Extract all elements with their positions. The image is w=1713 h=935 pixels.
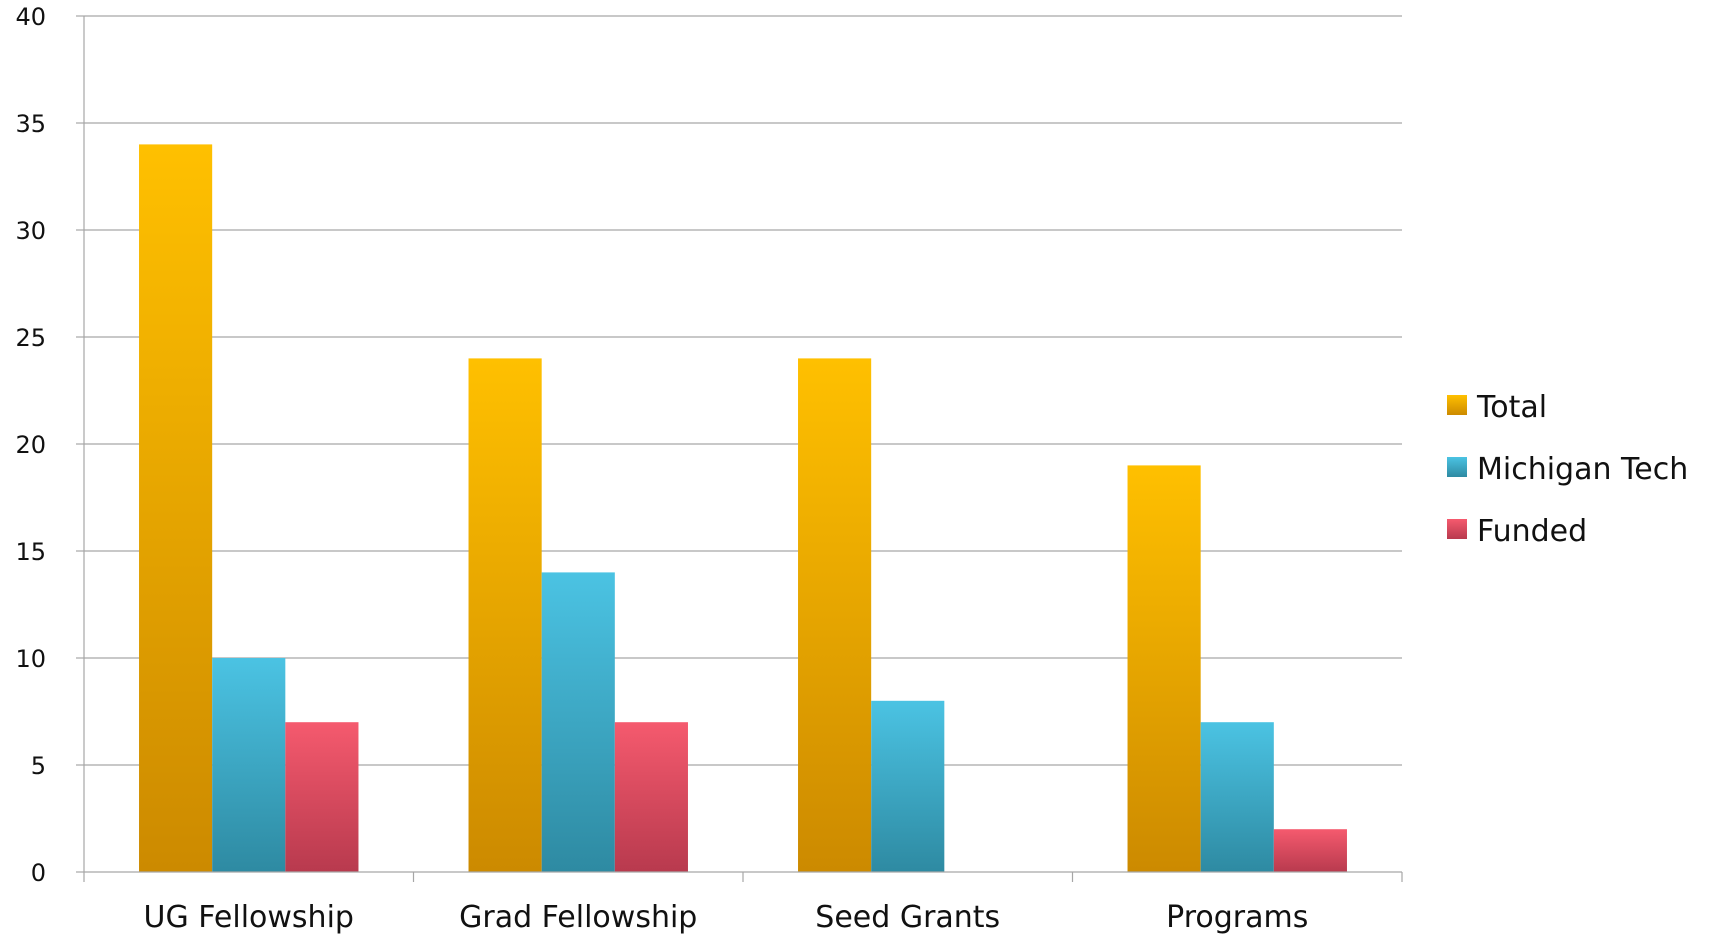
bar xyxy=(285,722,359,872)
y-tick-label: 0 xyxy=(31,859,46,887)
bar xyxy=(468,358,542,872)
legend: Total Michigan Tech Funded xyxy=(1447,390,1688,549)
y-tick-label: 5 xyxy=(31,752,46,780)
y-tick-label: 15 xyxy=(15,538,46,566)
legend-label: Michigan Tech xyxy=(1477,452,1688,487)
x-category-label: UG Fellowship xyxy=(144,900,354,935)
x-category-label: Grad Fellowship xyxy=(459,900,697,935)
legend-swatch xyxy=(1447,395,1467,415)
bar xyxy=(798,358,872,872)
y-axis-ticks: 0 5 10 15 20 25 30 35 40 xyxy=(15,3,84,887)
bar xyxy=(1273,829,1347,872)
gridlines xyxy=(84,15,1402,766)
y-tick-label: 35 xyxy=(15,110,46,138)
bar xyxy=(614,722,688,872)
legend-label: Funded xyxy=(1477,514,1587,549)
x-category-label: Seed Grants xyxy=(815,900,1000,935)
legend-swatch xyxy=(1447,519,1467,539)
bars xyxy=(139,144,1347,872)
bar xyxy=(1127,465,1201,872)
bar xyxy=(212,658,286,872)
x-category-label: Programs xyxy=(1166,900,1308,935)
bar xyxy=(1200,722,1274,872)
x-axis: UG Fellowship Grad Fellowship Seed Grants P… xyxy=(83,16,1403,935)
legend-swatch xyxy=(1447,457,1467,477)
legend-label: Total xyxy=(1476,390,1547,425)
y-tick-label: 20 xyxy=(15,431,46,459)
y-tick-label: 30 xyxy=(15,217,46,245)
y-tick-label: 10 xyxy=(15,645,46,673)
bar xyxy=(541,572,615,872)
y-tick-label: 40 xyxy=(15,3,46,31)
bar xyxy=(871,700,945,872)
bar xyxy=(139,144,213,872)
y-tick-label: 25 xyxy=(15,324,46,352)
